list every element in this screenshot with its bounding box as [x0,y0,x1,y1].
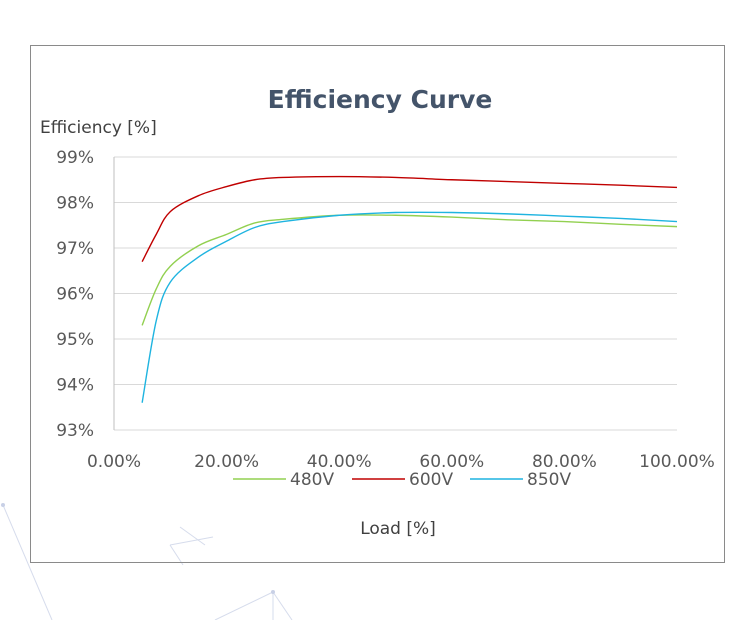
legend-label: 850V [527,470,571,490]
chart-frame [30,45,725,563]
y-axis-label: Efficiency [%] [40,118,157,138]
x-tick-label: 40.00% [307,452,372,472]
y-tick-label: 96% [56,285,94,305]
x-axis-label: Load [%] [360,519,436,539]
legend-label: 480V [290,470,334,490]
y-tick-label: 97% [56,239,94,259]
x-tick-label: 20.00% [194,452,259,472]
y-tick-label: 98% [56,194,94,214]
chart-title: Efficiency Curve [268,85,493,114]
series-line-850V [141,211,678,403]
y-tick-label: 94% [56,376,94,396]
series-line-480V [141,214,678,326]
y-tick-label: 93% [56,421,94,441]
legend-label: 600V [409,470,453,490]
x-tick-label: 100.00% [639,452,715,472]
x-tick-label: 0.00% [87,452,141,472]
series-line-600V [141,175,678,262]
x-tick-label: 60.00% [419,452,484,472]
x-tick-label: 80.00% [532,452,597,472]
y-tick-label: 99% [56,148,94,168]
y-tick-label: 95% [56,330,94,350]
